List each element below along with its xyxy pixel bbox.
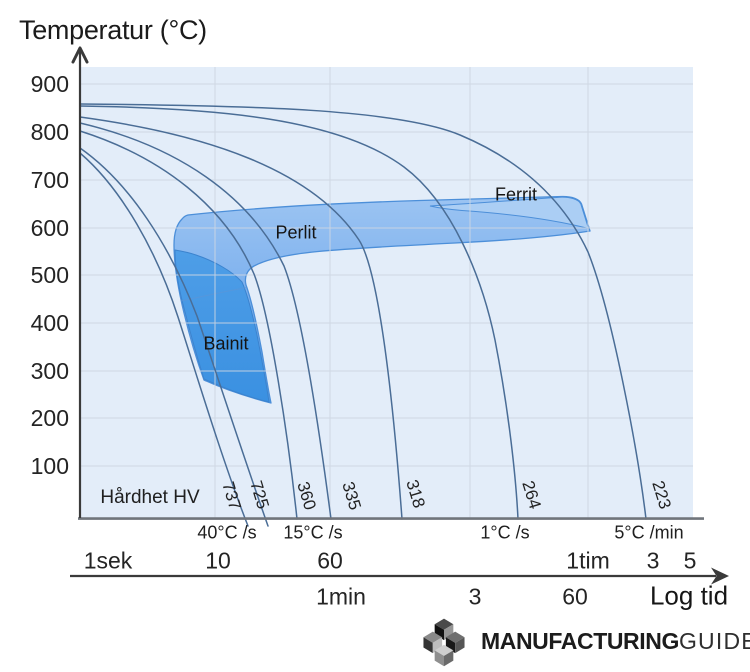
cooling-curve-737	[79, 152, 249, 527]
hardness-row-label: Hårdhet HV	[100, 487, 200, 508]
manufacturing-guide-logo: MANUFACTURINGGUIDE	[416, 613, 750, 669]
cooling-curve-335	[79, 122, 332, 520]
cooling-rate-15c-s: 15°C /s	[283, 522, 343, 543]
gridlines	[80, 67, 693, 518]
region-label-ferrit: Ferrit	[495, 184, 537, 205]
x-tick-1tim: 1tim	[566, 547, 610, 574]
cooling-curve-360	[79, 130, 298, 520]
cooling-curve-264	[79, 105, 519, 520]
cooling-curves	[79, 103, 647, 527]
logo-word-guide: GUIDE	[678, 627, 750, 654]
page-title: Temperatur (°C)	[19, 15, 207, 45]
cooling-rate-5c-min: 5°C /min	[614, 522, 684, 543]
y-tick-600: 600	[30, 215, 69, 241]
logo-word-manufacturing: MANUFACTURING	[481, 627, 679, 654]
y-tick-700: 700	[30, 167, 69, 193]
y-tick-400: 400	[30, 310, 69, 336]
x-tick-5h: 5	[683, 547, 697, 574]
region-label-perlit: Perlit	[275, 222, 317, 243]
logo-cubes-icon	[423, 618, 465, 667]
y-axis	[71, 46, 89, 518]
x-tick-1sek: 1sek	[83, 547, 133, 574]
cooling-rate-40c-s: 40°C /s	[197, 522, 257, 543]
perlit-band-region	[173, 195, 591, 404]
y-tick-300: 300	[30, 358, 69, 384]
x-axis-label: Log tid	[649, 580, 729, 611]
y-tick-900: 900	[30, 71, 69, 97]
cooling-curve-725	[79, 147, 269, 527]
region-label-bainit: Bainit	[203, 333, 249, 354]
x-axis	[70, 567, 729, 585]
cooling-curve-223	[79, 103, 647, 520]
y-tick-100: 100	[30, 453, 69, 479]
x-tick-60min: 60	[562, 583, 588, 610]
y-tick-200: 200	[30, 405, 69, 431]
x-axis-arrow-icon	[711, 567, 729, 585]
x-tick-1min: 1min	[316, 583, 366, 610]
y-tick-800: 800	[30, 119, 69, 145]
cooling-curve-318	[79, 116, 403, 520]
x-tick-3h: 3	[646, 547, 660, 574]
y-axis-arrow-icon	[71, 46, 89, 64]
x-tick-3min: 3	[468, 583, 482, 610]
y-tick-500: 500	[30, 262, 69, 288]
x-tick-60s: 60	[317, 547, 343, 574]
bainit-region	[174, 249, 270, 403]
logo-wordmark: MANUFACTURINGGUIDE	[481, 628, 750, 655]
cooling-rate-1c-s: 1°C /s	[480, 522, 530, 543]
x-tick-10: 10	[205, 547, 231, 574]
